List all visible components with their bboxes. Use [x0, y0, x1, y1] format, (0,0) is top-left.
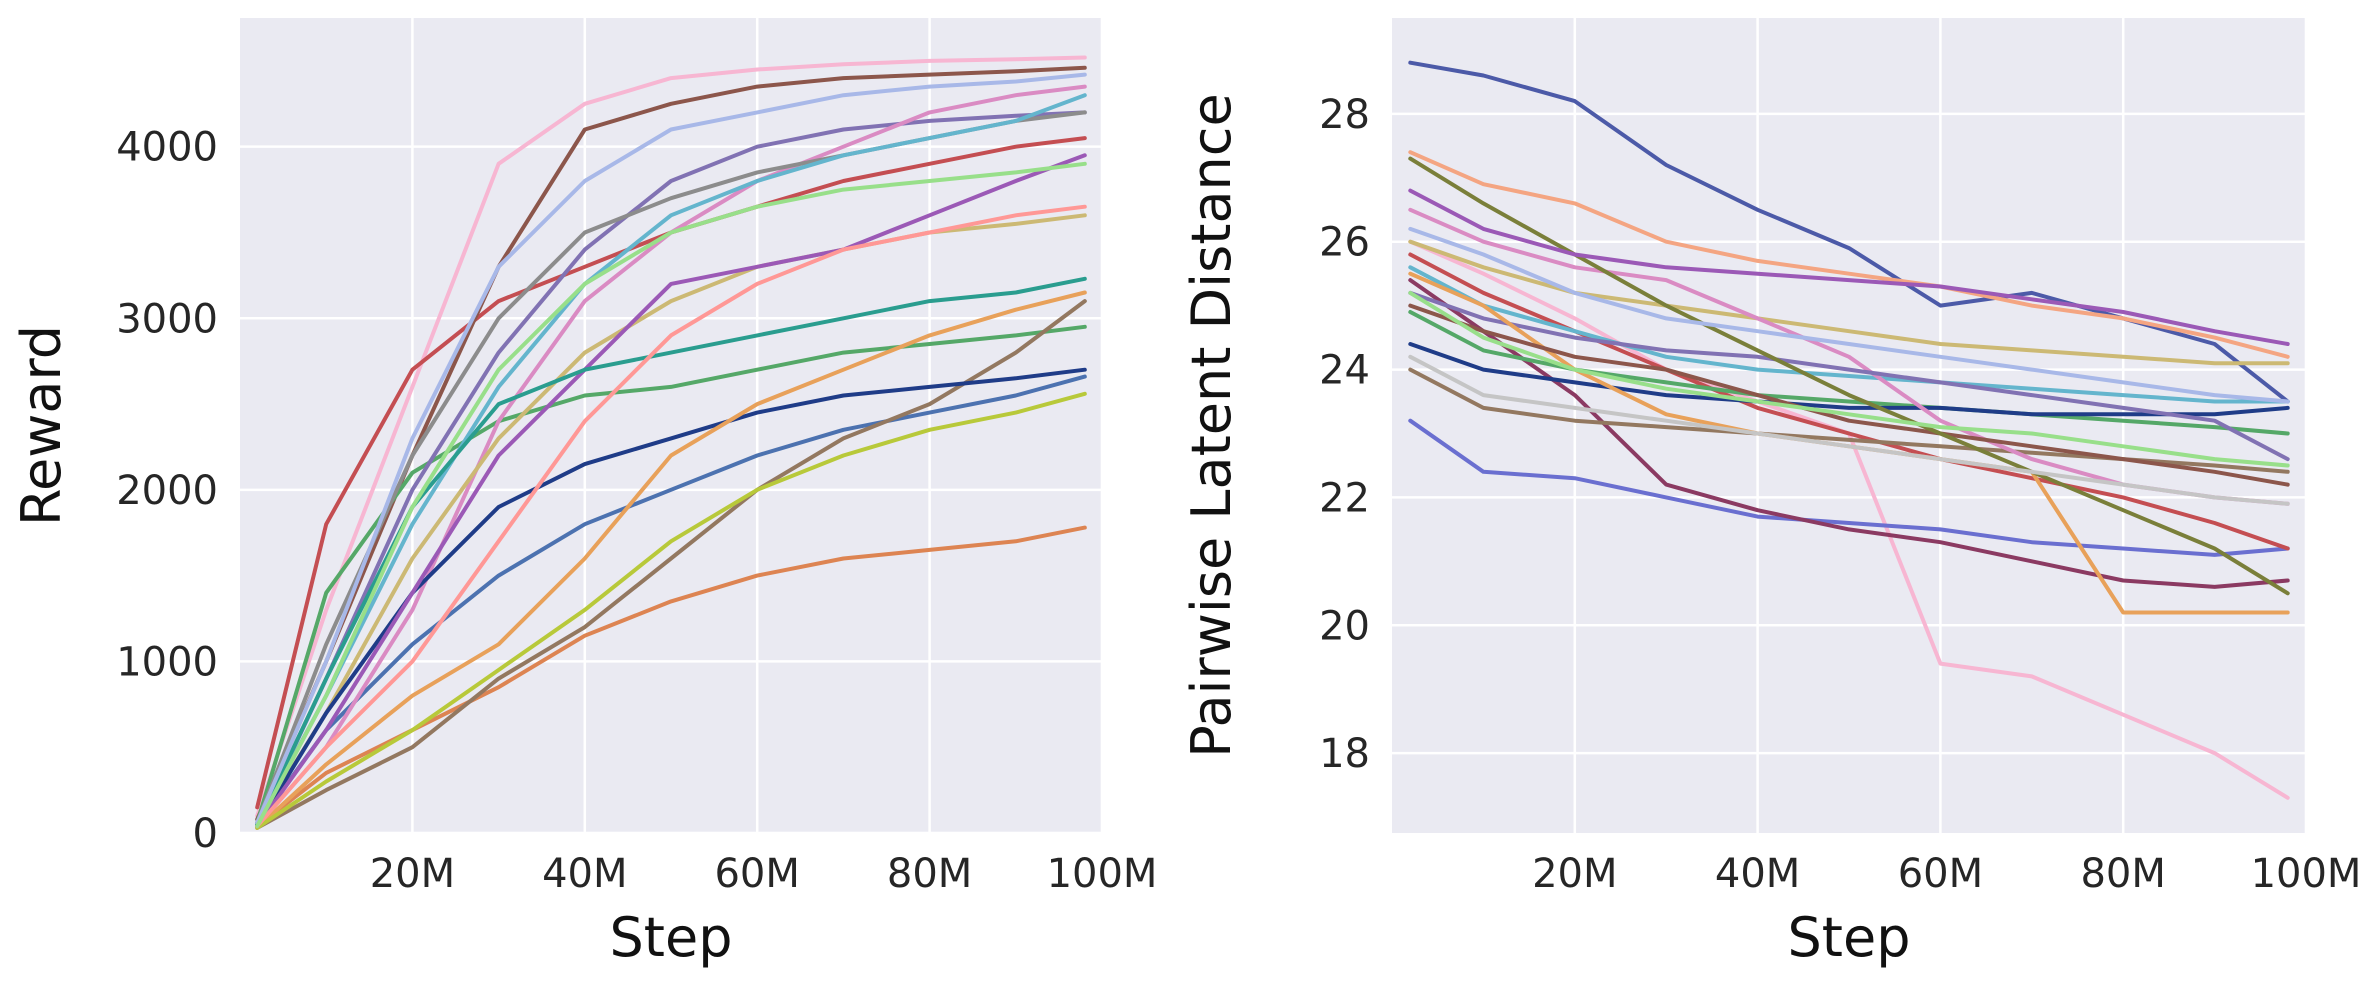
- y-axis-label: Pairwise Latent Distance: [1180, 93, 1243, 757]
- x-axis-label: Step: [1788, 906, 1911, 969]
- series-line-3: [1408, 150, 2290, 359]
- y-tick-label: 1000: [116, 639, 218, 685]
- x-tick-label: 100M: [1047, 851, 1158, 897]
- y-tick-label: 4000: [116, 125, 218, 171]
- series-line-8: [1408, 239, 2290, 366]
- x-tick-label: 60M: [1898, 851, 1983, 897]
- series-line-1: [1408, 60, 2290, 404]
- y-tick-label: 0: [193, 811, 218, 857]
- series-line-4: [1408, 418, 2290, 557]
- x-tick-label: 80M: [2080, 851, 2165, 897]
- series-line-4: [255, 525, 1087, 829]
- series-line-18: [1408, 290, 2290, 468]
- series-line-9: [1408, 265, 2290, 404]
- series-line-18: [255, 72, 1087, 825]
- series-line-7: [1408, 310, 2290, 436]
- y-tick-label: 3000: [116, 296, 218, 342]
- series-line-13: [1408, 290, 2290, 462]
- series-line-11: [255, 213, 1087, 827]
- series-line-19: [255, 204, 1087, 829]
- x-tick-label: 100M: [2251, 851, 2362, 897]
- plot-background: [240, 18, 1102, 833]
- series-line-17: [255, 276, 1087, 827]
- series-line-1: [255, 55, 1087, 818]
- x-tick-label: 60M: [714, 851, 799, 897]
- series-line-15: [255, 391, 1087, 830]
- x-axis-label: Step: [610, 906, 733, 969]
- series-line-17: [1408, 226, 2290, 404]
- series-line-16: [1408, 156, 2290, 596]
- series-line-11: [1408, 367, 2290, 474]
- series-line-8: [255, 299, 1087, 830]
- series-line-7: [255, 110, 1087, 829]
- plot-background: [1392, 18, 2306, 833]
- x-tick-label: 20M: [370, 851, 455, 897]
- reward-chart: 20M 40M 60M 80M 100M 0 1000 2000 3000 4000 Step Rew…: [10, 18, 1157, 969]
- series-line-13: [255, 367, 1087, 829]
- series-line-6: [1408, 278, 2290, 589]
- y-tick-label: 18: [1319, 731, 1370, 777]
- series-line-14: [255, 290, 1087, 830]
- series-line-3: [255, 65, 1087, 822]
- latent-distance-chart: 20M 40M 60M 80M 100M 18 20 22 24 26 28 Step Pairwise…: [1180, 18, 2361, 969]
- series-line-19: [1408, 354, 2290, 506]
- series-line-5: [255, 374, 1087, 827]
- series-line-20: [255, 161, 1087, 829]
- y-tick-label: 2000: [116, 468, 218, 514]
- series-line-5: [1408, 252, 2290, 551]
- x-tick-label: 20M: [1532, 851, 1617, 897]
- y-tick-label: 20: [1319, 603, 1370, 649]
- y-tick-label: 24: [1319, 348, 1370, 394]
- series-line-16: [255, 153, 1087, 829]
- series-line-10: [1408, 342, 2290, 417]
- series-line-12: [255, 93, 1087, 827]
- x-tick-label: 80M: [887, 851, 972, 897]
- series-line-20: [1408, 188, 2290, 346]
- series-line-15: [1408, 303, 2290, 487]
- y-tick-label: 26: [1319, 220, 1370, 266]
- y-tick-label: 22: [1319, 475, 1370, 521]
- y-axis-label: Reward: [10, 325, 73, 526]
- y-tick-label: 28: [1319, 92, 1370, 138]
- x-tick-label: 40M: [1715, 851, 1800, 897]
- x-tick-label: 40M: [542, 851, 627, 897]
